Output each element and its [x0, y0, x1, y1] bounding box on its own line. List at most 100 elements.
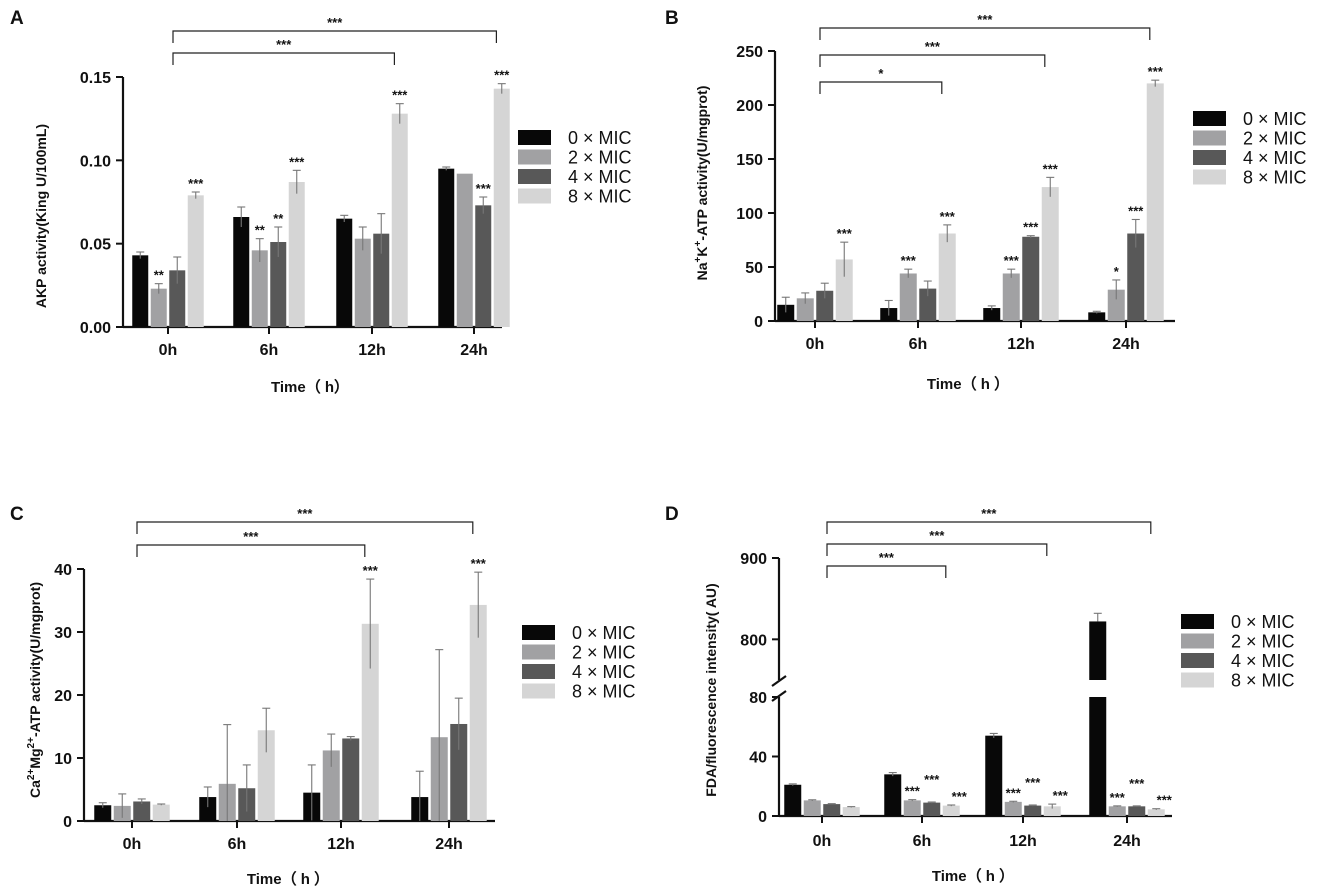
y-tick-label: 800: [740, 632, 767, 649]
significance-label: ***: [276, 37, 292, 52]
legend-label: 0 × MIC: [1231, 612, 1295, 632]
y-label-superscript: 2+: [26, 769, 37, 781]
bar: [1004, 801, 1022, 816]
x-tick-label: 24h: [1112, 336, 1140, 353]
bar: [884, 774, 902, 816]
y-label-part: -ATP activity(U/mgprot): [27, 582, 43, 737]
bar: [94, 805, 112, 821]
significance-label: ***: [471, 556, 487, 571]
x-tick-label: 0h: [159, 342, 178, 359]
bar: [1146, 83, 1164, 322]
legend-swatch: [1193, 111, 1226, 126]
bar: [456, 173, 473, 327]
bar: [923, 802, 941, 816]
bar: [469, 604, 487, 821]
bar: [475, 205, 492, 327]
x-tick-label: 6h: [228, 836, 247, 853]
bar: [270, 242, 287, 327]
legend-swatch: [1193, 169, 1226, 185]
bar-upper-segment: [1089, 621, 1107, 680]
bar: [842, 807, 860, 816]
significance-label: ***: [392, 88, 408, 103]
significance-bracket: [826, 565, 947, 578]
legend-swatch: [518, 130, 551, 145]
y-label-part: K: [694, 247, 710, 257]
bar: [257, 730, 275, 821]
significance-label: ***: [1006, 785, 1022, 800]
significance-bracket: [819, 81, 943, 94]
legend-swatch: [518, 188, 551, 204]
bar: [187, 195, 204, 327]
x-tick-label: 0h: [806, 336, 825, 353]
y-tick-label: 40: [54, 562, 72, 579]
significance-label: ***: [929, 528, 945, 543]
significance-label: **: [255, 223, 266, 238]
bar: [983, 308, 1001, 321]
bar: [1024, 805, 1042, 816]
bar: [1127, 233, 1145, 321]
significance-label: ***: [901, 253, 917, 268]
bar: [342, 738, 360, 821]
x-tick-label: 24h: [1113, 833, 1141, 850]
bar: [133, 801, 151, 821]
bar: [1022, 236, 1040, 321]
significance-label: **: [154, 268, 165, 283]
y-tick-label: 10: [54, 751, 72, 768]
legend-label: 8 × MIC: [1243, 168, 1307, 188]
bar: [322, 750, 340, 821]
significance-bracket: [172, 30, 497, 43]
y-axis-label: Na+K+-ATP activity(U/mgprot): [693, 86, 710, 281]
significance-label: ***: [494, 68, 510, 83]
x-axis-label: Time（ h ）: [927, 375, 1009, 393]
legend-swatch: [518, 149, 551, 165]
significance-label: ***: [1004, 253, 1020, 268]
significance-bracket: [819, 27, 1151, 40]
bar: [1147, 809, 1165, 816]
significance-label: ***: [1025, 775, 1041, 790]
x-tick-label: 12h: [1009, 833, 1037, 850]
legend-swatch: [522, 664, 555, 679]
x-tick-label: 0h: [123, 836, 142, 853]
y-label-superscript: +: [693, 241, 704, 247]
significance-label: ***: [977, 12, 993, 27]
bar: [169, 270, 186, 327]
legend-swatch: [1193, 130, 1226, 146]
significance-label: ***: [243, 529, 259, 544]
bar: [288, 182, 305, 327]
legend-swatch: [1181, 633, 1214, 649]
x-tick-label: 24h: [435, 836, 463, 853]
bar: [1043, 806, 1061, 816]
legend-label: 8 × MIC: [1231, 671, 1295, 691]
panel-letter-b: B: [665, 8, 679, 29]
significance-label: *: [878, 66, 884, 81]
y-tick-label: 0.15: [80, 70, 111, 87]
axis-break-mark: [771, 675, 787, 687]
significance-bracket: [172, 52, 395, 65]
legend-label: 4 × MIC: [1243, 148, 1307, 168]
legend-label: 8 × MIC: [568, 187, 632, 207]
x-tick-label: 6h: [909, 336, 928, 353]
y-label-part: Na: [694, 262, 710, 280]
bar: [391, 113, 408, 328]
y-tick-label: 250: [736, 44, 763, 61]
y-axis-label: Ca2+Mg2+-ATP activity(U/mgprot): [26, 582, 43, 798]
significance-label: ***: [327, 15, 343, 30]
y-axis-label: AKP activity(King U/100mL): [33, 124, 49, 308]
bar: [835, 259, 853, 321]
legend-swatch: [1193, 150, 1226, 165]
legend-label: 4 × MIC: [568, 167, 632, 187]
bar: [354, 238, 371, 327]
bar: [1107, 289, 1125, 321]
significance-label: ***: [879, 550, 895, 565]
significance-label: ***: [1043, 161, 1059, 176]
bar: [251, 250, 268, 327]
x-tick-label: 12h: [1007, 336, 1035, 353]
legend-label: 2 × MIC: [1231, 632, 1295, 652]
bar: [777, 304, 795, 321]
legend-label: 0 × MIC: [572, 623, 636, 643]
bar: [919, 288, 937, 321]
y-tick-label: 200: [736, 98, 763, 115]
x-axis-label: Time（ h ）: [247, 870, 329, 888]
y-label-part: Ca: [27, 780, 43, 798]
